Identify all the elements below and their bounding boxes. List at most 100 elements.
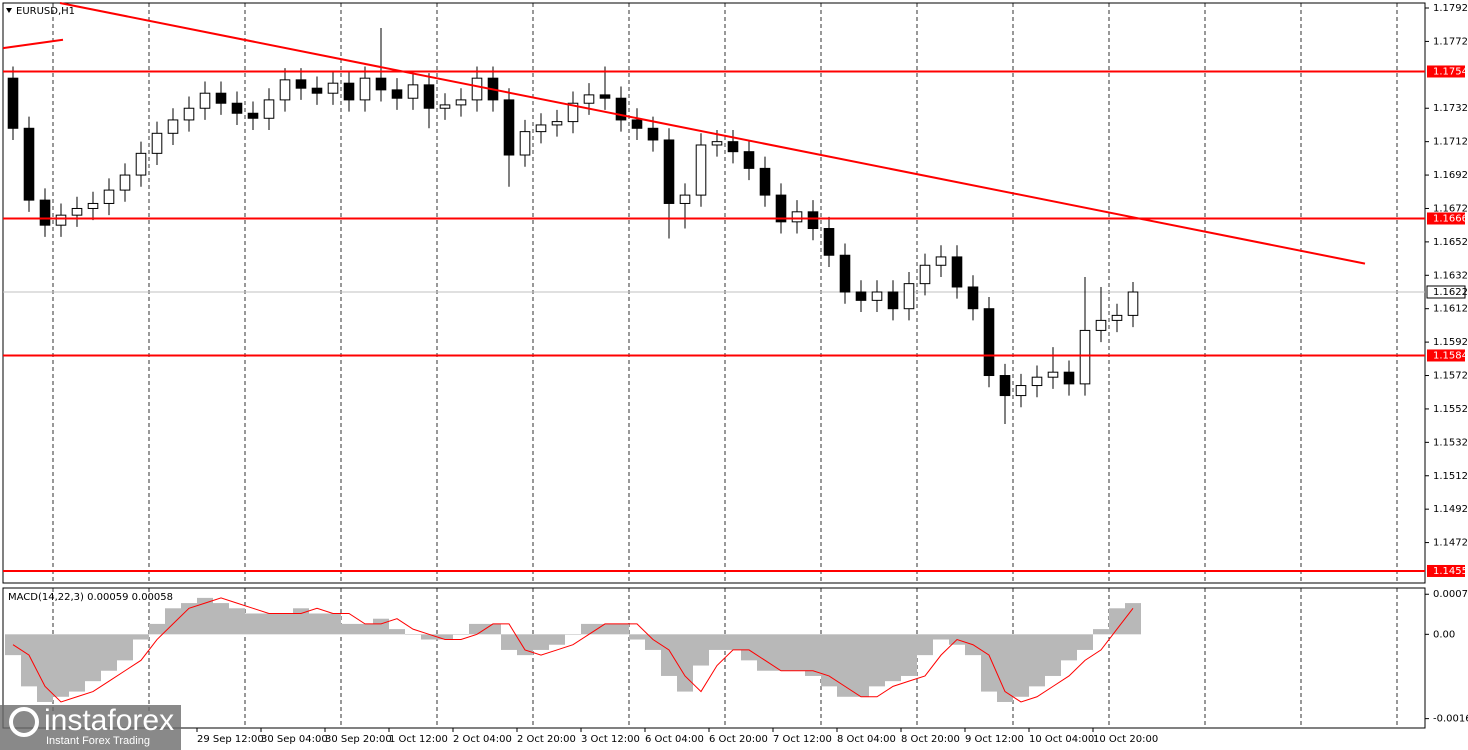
candle-body	[1015, 385, 1027, 397]
candle-body	[743, 151, 755, 169]
macd-bar	[85, 634, 101, 682]
candle-body	[167, 119, 179, 134]
x-tick-label: 3 Oct 12:00	[581, 734, 640, 745]
candle-body	[711, 141, 723, 146]
x-tick-label: 10 Oct 20:00	[1093, 734, 1158, 745]
candle-body	[375, 77, 387, 91]
candle-body	[455, 99, 467, 106]
x-tick-label: 7 Oct 12:00	[773, 734, 832, 745]
macd-bar	[933, 634, 949, 640]
candle-body	[1127, 291, 1139, 316]
macd-bar	[37, 634, 53, 702]
watermark: instaforex Instant Forex Trading	[0, 704, 181, 750]
macd-bar	[645, 634, 661, 650]
price-panel	[2, 2, 1426, 584]
y-tick-label: 1.1772	[1433, 36, 1468, 47]
candle-body	[1063, 371, 1075, 385]
macd-bar	[789, 634, 805, 671]
candle-body	[999, 375, 1011, 397]
level-label: 1.1584	[1433, 350, 1468, 361]
y-tick-label: 1.1612	[1433, 304, 1468, 315]
current-price-label: 1.1622	[1433, 287, 1468, 298]
candle-body	[359, 77, 371, 101]
macd-bar	[469, 623, 485, 635]
macd-bar	[389, 629, 405, 635]
candle-body	[103, 189, 115, 204]
candle-body	[423, 84, 435, 109]
candle-body	[311, 87, 323, 94]
macd-bar	[181, 603, 197, 635]
candle-body	[679, 194, 691, 204]
macd-bar	[997, 634, 1013, 702]
macd-y-tick-label: 0.00	[1433, 629, 1455, 640]
candle-body	[87, 202, 99, 209]
y-tick-label: 1.1512	[1433, 471, 1468, 482]
y-tick-label: 1.1632	[1433, 270, 1468, 281]
macd-bar	[853, 634, 869, 697]
candle-body	[39, 199, 51, 226]
candle-body	[71, 207, 83, 216]
macd-bar	[565, 634, 581, 635]
indicator-label: MACD(14,22,3) 0.00059 0.00058	[8, 592, 173, 603]
macd-bar	[533, 634, 549, 650]
macd-bar	[325, 613, 341, 635]
x-tick-label: 1 Oct 12:00	[389, 734, 448, 745]
watermark-tagline: Instant Forex Trading	[46, 735, 150, 747]
macd-bar	[133, 634, 149, 640]
macd-bar	[373, 618, 389, 635]
candle-body	[279, 79, 291, 101]
candle-body	[1111, 314, 1123, 321]
y-tick-label: 1.1652	[1433, 237, 1468, 248]
macd-bar	[821, 634, 837, 687]
candle-body	[1095, 319, 1107, 331]
candle-body	[343, 82, 355, 101]
macd-bar	[69, 634, 85, 692]
candle-body	[855, 291, 867, 301]
level-label-box	[1427, 564, 1465, 577]
macd-signal	[12, 597, 1134, 703]
macd-y-tick-label: -0.00162	[1433, 714, 1468, 725]
level-label: 1.1666	[1433, 213, 1468, 224]
macd-bar	[453, 634, 469, 635]
candle-body	[231, 102, 243, 114]
macd-bar	[597, 623, 613, 635]
candle-body	[151, 132, 163, 154]
macd-bar	[53, 634, 69, 697]
candle-body	[471, 77, 483, 101]
candle-body	[615, 97, 627, 121]
candle-body	[871, 291, 883, 301]
candle-body	[775, 194, 787, 223]
candle-body	[23, 127, 35, 201]
x-tick-label: 6 Oct 20:00	[709, 734, 768, 745]
candle-body	[439, 104, 451, 109]
macd-bar	[405, 634, 421, 635]
candle-body	[839, 254, 851, 293]
candle-body	[519, 131, 531, 156]
chart-title: EURUSD,H1	[16, 6, 75, 17]
candle-body	[567, 102, 579, 123]
macd-bar	[149, 623, 165, 635]
candle-body	[823, 228, 835, 256]
candle-body	[583, 94, 595, 104]
x-tick-label: 9 Oct 12:00	[965, 734, 1024, 745]
candle-body	[983, 308, 995, 377]
candle-body	[7, 77, 19, 129]
candle-body	[807, 211, 819, 230]
symbol-menu-icon[interactable]	[6, 8, 12, 13]
y-tick-label: 1.1472	[1433, 538, 1468, 549]
macd-bar	[197, 597, 213, 635]
candle-body	[727, 141, 739, 153]
macd-bar	[677, 634, 693, 692]
macd-bar	[613, 623, 629, 635]
candle-body	[903, 283, 915, 310]
x-tick-label: 8 Oct 20:00	[901, 734, 960, 745]
watermark-logo	[9, 707, 39, 737]
macd-bar	[693, 634, 709, 666]
candle-body	[535, 124, 547, 133]
candle-body	[631, 119, 643, 129]
macd-bar	[917, 634, 933, 656]
macd-bar	[773, 634, 789, 671]
candle-body	[135, 152, 147, 176]
candle-body	[951, 256, 963, 288]
macd-bar	[709, 634, 725, 650]
